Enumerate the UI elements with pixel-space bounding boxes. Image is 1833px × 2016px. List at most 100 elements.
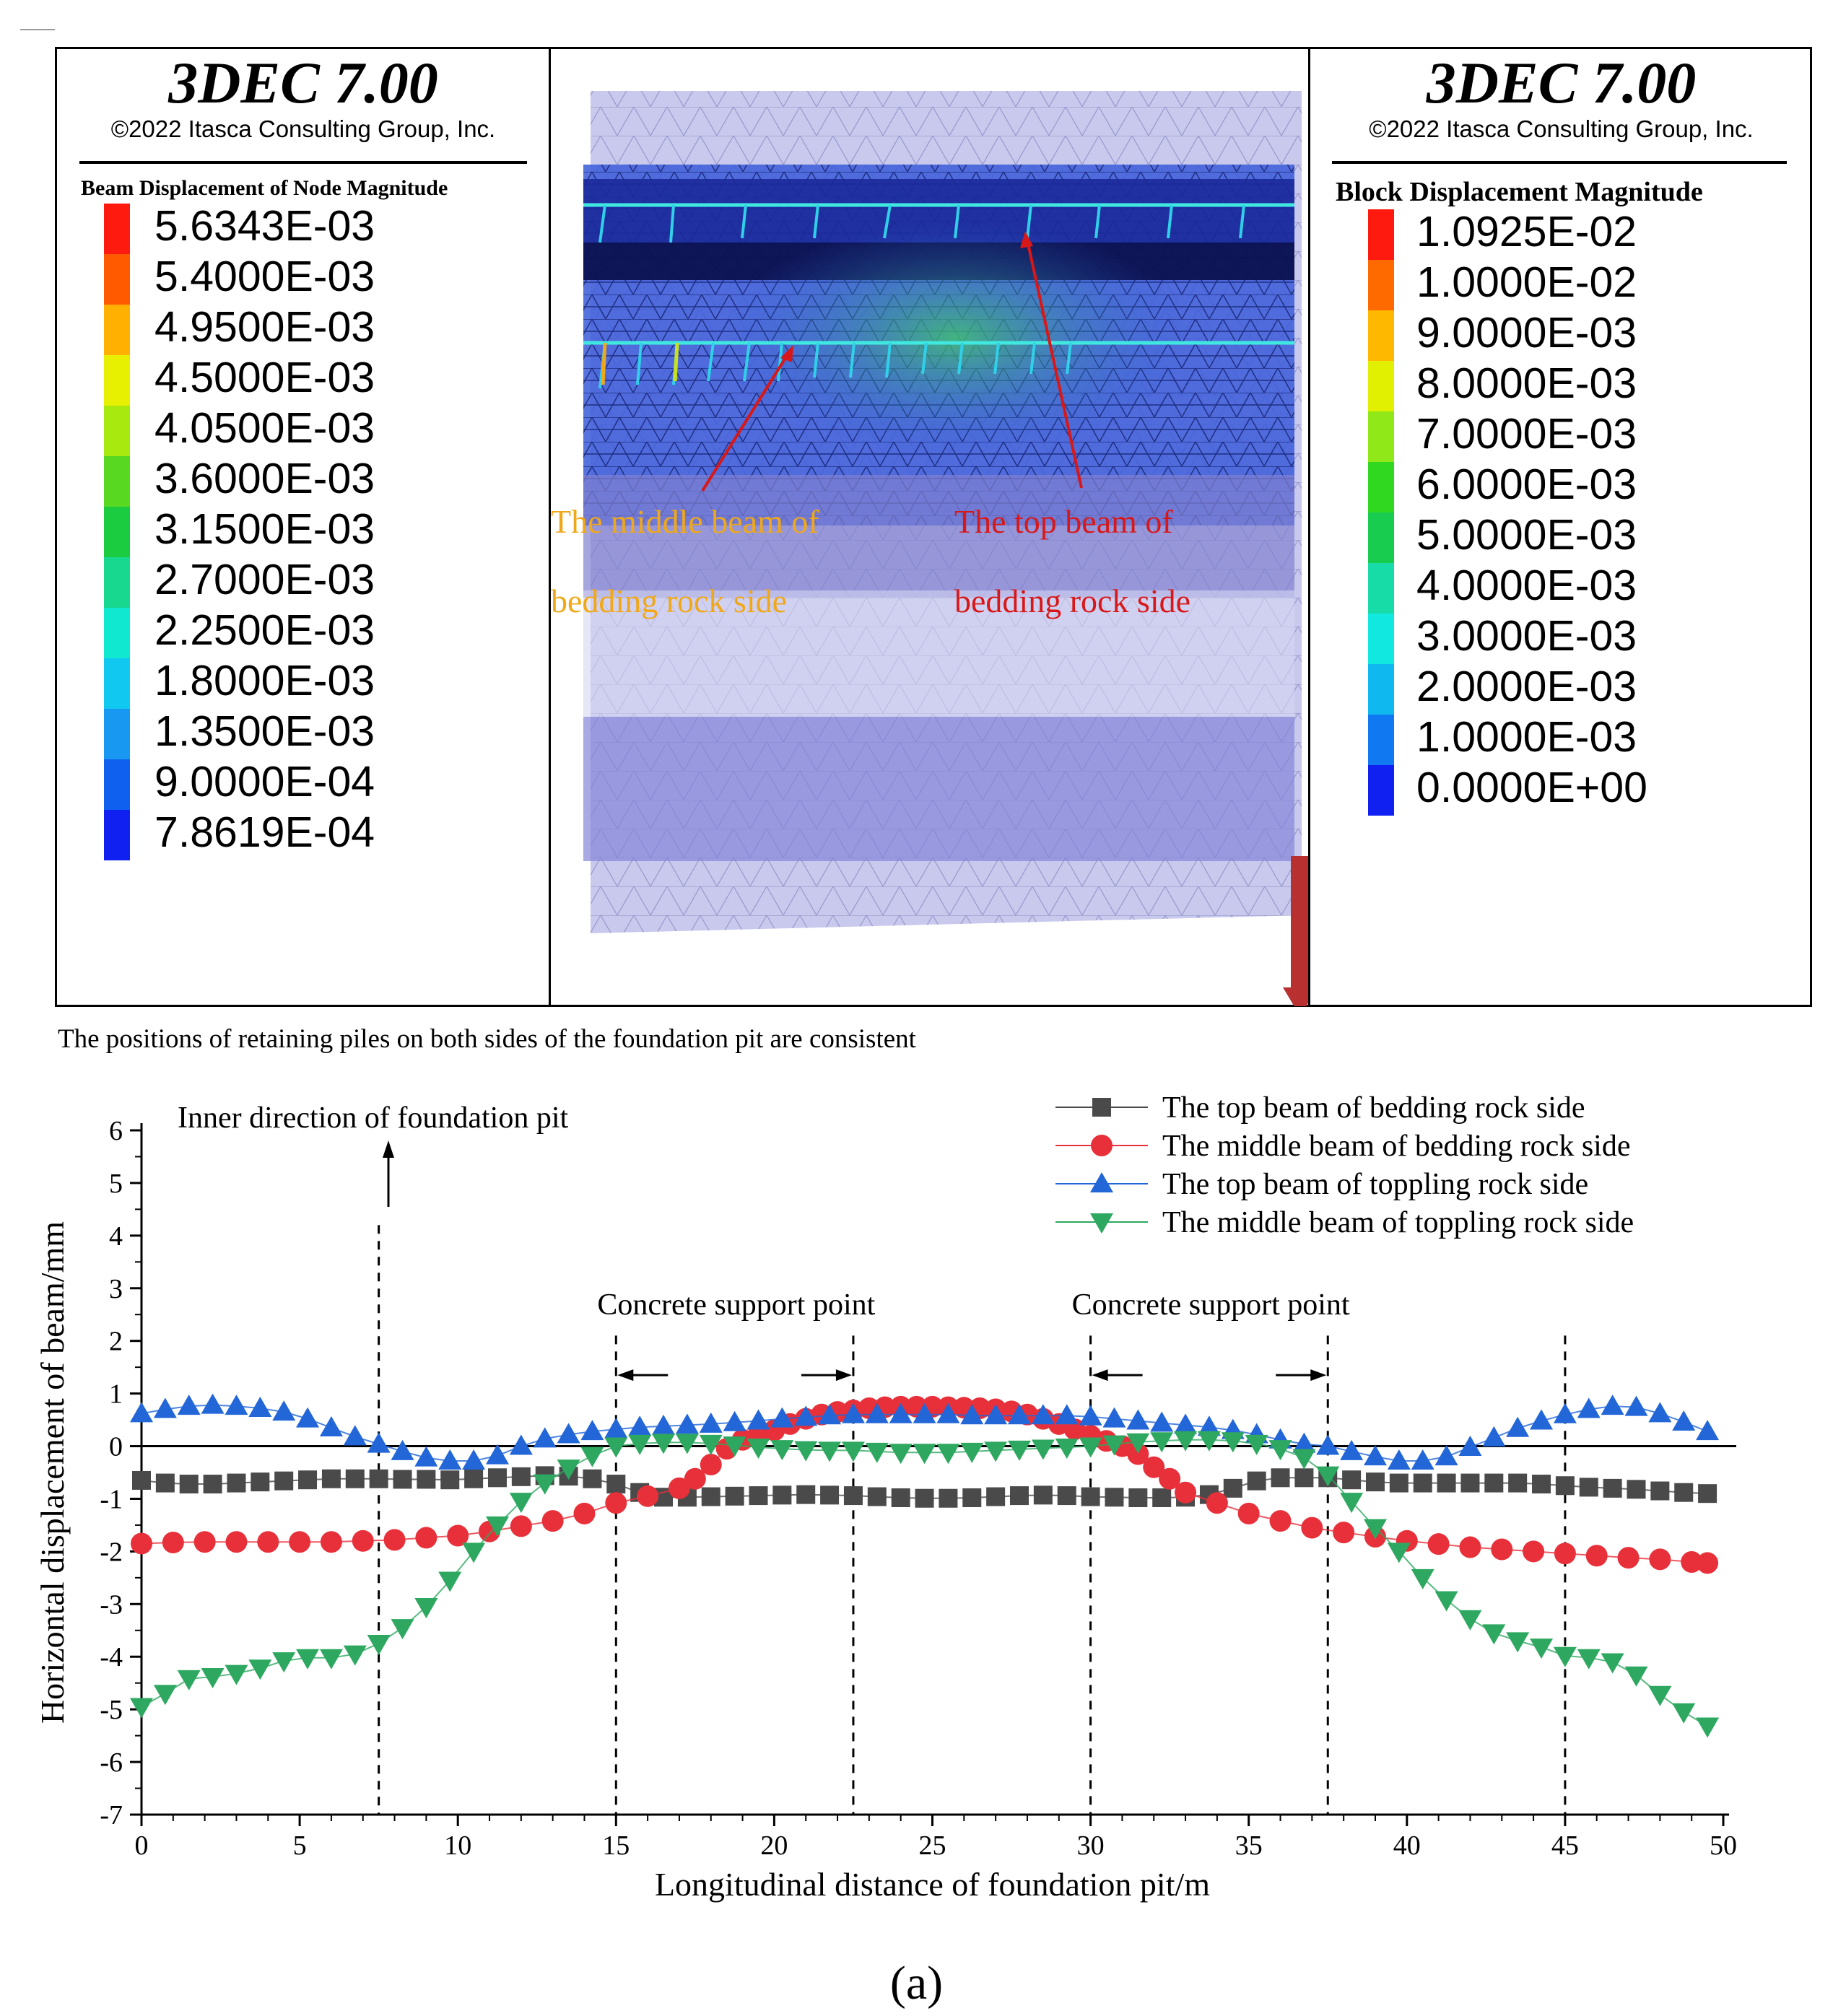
data-point [986, 1487, 1006, 1506]
x-axis-label: Longitudinal distance of foundation pit/… [655, 1866, 1210, 1903]
data-point [438, 1449, 462, 1470]
data-point [298, 1470, 318, 1490]
x-tick-label: 35 [1235, 1830, 1263, 1861]
data-point [580, 1420, 604, 1441]
data-point [319, 1649, 343, 1670]
data-point [794, 1441, 818, 1462]
data-point [867, 1487, 887, 1506]
data-point [841, 1441, 865, 1462]
data-point [1342, 1470, 1362, 1490]
data-point [438, 1571, 462, 1592]
x-tick-label: 10 [444, 1830, 471, 1861]
data-point [913, 1444, 936, 1465]
data-point [1175, 1481, 1197, 1504]
legend-swatch [104, 658, 130, 709]
data-point [1126, 1409, 1150, 1430]
legend-swatch [104, 254, 130, 305]
data-point [1601, 1653, 1624, 1674]
legend-swatch [104, 406, 130, 456]
data-point [684, 1467, 706, 1490]
data-point [1601, 1395, 1624, 1415]
data-point [915, 1488, 934, 1508]
data-point [628, 1434, 652, 1455]
figure-frame [55, 47, 1812, 1007]
data-point [510, 1515, 532, 1537]
data-point [1271, 1468, 1290, 1488]
data-point [1079, 1405, 1102, 1426]
data-point [1482, 1426, 1506, 1446]
data-point [1698, 1484, 1717, 1504]
data-point [319, 1416, 343, 1437]
data-point [1057, 1486, 1076, 1506]
data-point [818, 1441, 842, 1462]
data-point [746, 1409, 770, 1430]
data-point [1624, 1666, 1648, 1687]
data-point [130, 1402, 153, 1423]
panel-divider-right [1308, 47, 1310, 1007]
data-point [936, 1402, 960, 1423]
data-point [1333, 1522, 1355, 1544]
data-point [1648, 1685, 1672, 1706]
legend-value: 2.2500E-03 [154, 606, 375, 654]
data-point [1482, 1624, 1506, 1645]
data-point [1079, 1437, 1102, 1458]
data-point [1316, 1466, 1340, 1487]
data-point [153, 1397, 177, 1418]
data-point [193, 1531, 216, 1553]
data-point [675, 1413, 699, 1434]
data-point [770, 1440, 794, 1461]
data-point [1577, 1397, 1601, 1418]
data-point [1237, 1502, 1260, 1524]
data-point [573, 1502, 596, 1524]
data-point [746, 1438, 770, 1459]
legend-value: 3.0000E-03 [1416, 612, 1637, 660]
left-brand-title: 3DEC 7.00 [168, 50, 438, 115]
data-point [369, 1469, 388, 1488]
data-point [485, 1444, 509, 1465]
data-point [1532, 1475, 1551, 1494]
data-point [1617, 1547, 1640, 1569]
legend-value: 5.0000E-03 [1416, 511, 1637, 559]
legend-marker [1091, 1135, 1113, 1156]
y-tick-label: -1 [100, 1484, 123, 1514]
data-point [1294, 1468, 1314, 1488]
data-point [583, 1469, 602, 1488]
data-point [533, 1474, 557, 1495]
data-point [225, 1531, 248, 1553]
data-point [464, 1469, 484, 1488]
data-point [1128, 1488, 1148, 1508]
legend-swatch [104, 507, 130, 557]
data-point [447, 1524, 469, 1547]
data-point [257, 1531, 279, 1553]
data-point [652, 1414, 676, 1435]
legend-swatch [1368, 563, 1394, 614]
data-point [541, 1510, 564, 1532]
support-arrow-head [617, 1369, 634, 1382]
legend-value: 4.5000E-03 [154, 354, 375, 401]
data-point [1553, 1646, 1577, 1667]
legend-swatch [1368, 614, 1394, 664]
y-tick-label: -2 [100, 1537, 123, 1567]
y-tick-label: 0 [109, 1432, 123, 1462]
data-point [1223, 1478, 1242, 1498]
data-point [274, 1471, 294, 1491]
support-point-label: Concrete support point [597, 1288, 875, 1322]
legend-value: 4.0000E-03 [1416, 562, 1637, 609]
legend-swatch [104, 810, 130, 860]
data-point [248, 1397, 272, 1418]
figure-caption: (a) [889, 1957, 944, 2010]
data-point [700, 1454, 722, 1476]
data-point [628, 1415, 652, 1436]
data-point [820, 1485, 840, 1505]
data-point [1411, 1568, 1434, 1589]
data-point [1579, 1478, 1598, 1497]
data-point [1301, 1517, 1323, 1539]
data-point [289, 1531, 311, 1553]
data-point [415, 1527, 437, 1549]
y-tick-label: -4 [100, 1642, 123, 1672]
data-point [749, 1486, 768, 1506]
data-point [1553, 1402, 1577, 1423]
data-point [1459, 1536, 1481, 1558]
x-tick-label: 5 [293, 1830, 307, 1861]
support-arrow-head [1092, 1369, 1108, 1382]
